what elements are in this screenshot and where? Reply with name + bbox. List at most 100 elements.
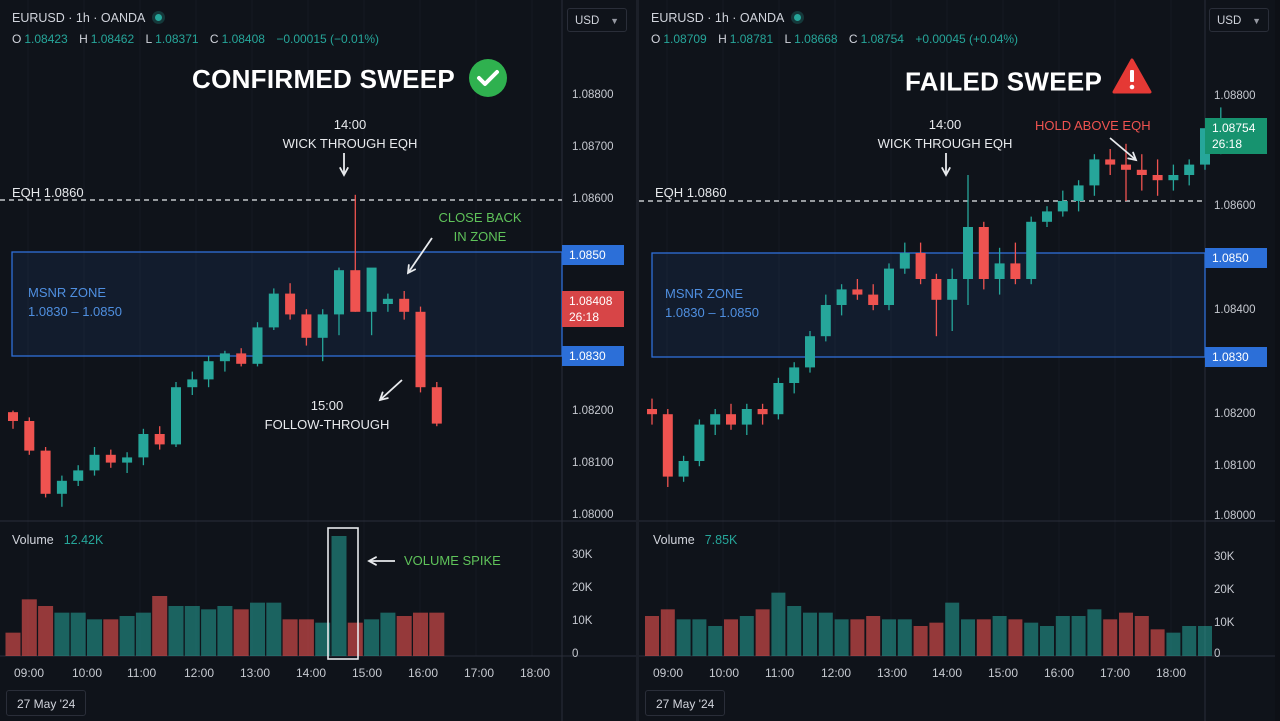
candle-body (334, 270, 344, 315)
candle-body (1152, 175, 1163, 181)
candle-body (350, 270, 361, 312)
candle-body (105, 454, 116, 463)
volume-bar (787, 606, 802, 656)
chart-title: CONFIRMED SWEEP (192, 59, 508, 100)
volume-bar (755, 609, 770, 656)
wick-text: WICK THROUGH EQH (282, 136, 418, 151)
candle-body (203, 361, 214, 380)
candle-body (1010, 263, 1021, 279)
vol-tick: 20K (1214, 584, 1235, 596)
date-button[interactable]: 27 May '24 (6, 690, 87, 716)
volume-bar (364, 619, 380, 656)
volume-bar (708, 626, 723, 656)
last-price: 1.08754 (1212, 121, 1256, 135)
vol-tick: 10K (572, 615, 593, 627)
candle-body (757, 409, 768, 415)
candle-body (219, 353, 230, 362)
volume-bar (897, 619, 912, 656)
candle-body (40, 450, 51, 494)
candle-body (1184, 164, 1195, 175)
symbol-header[interactable]: EURUSD · 1h · OANDA (651, 11, 802, 25)
volume-bar (1087, 609, 1102, 656)
volume-bar (282, 619, 298, 656)
zone-lower-price-tag: 1.0830 (1205, 347, 1267, 367)
close-back-line1: CLOSE BACK (438, 210, 522, 225)
volume-bar (1103, 619, 1118, 656)
volume-bar (945, 602, 960, 656)
low-value: 1.08371 (155, 32, 199, 46)
volume-label: Volume (12, 533, 54, 547)
volume-bar (1008, 619, 1023, 656)
change-value: −0.00015 (−0.01%) (276, 32, 380, 46)
candle-body (1168, 175, 1179, 181)
volume-bar (396, 616, 412, 656)
candle-body (154, 434, 165, 445)
wick-time: 14:00 (333, 117, 367, 132)
high-value: 1.08781 (729, 32, 774, 46)
date-button[interactable]: 27 May '24 (645, 690, 726, 716)
candle-body (931, 279, 942, 300)
symbol-label: EURUSD · 1h · OANDA (651, 11, 785, 25)
candle-body (678, 461, 689, 477)
wick-text: WICK THROUGH EQH (877, 136, 1013, 151)
x-tick: 13:00 (877, 666, 908, 680)
vol-tick: 10K (1214, 617, 1235, 629)
currency-selector[interactable]: USD ▼ (1209, 8, 1269, 32)
y-tick: 1.08200 (572, 405, 614, 417)
y-tick: 1.08700 (572, 141, 614, 153)
candle-body (1073, 185, 1084, 201)
x-tick: 09:00 (14, 666, 45, 680)
y-tick: 1.08600 (572, 193, 614, 205)
candle-body (994, 263, 1005, 279)
volume-bar (233, 609, 249, 656)
close-value: 1.08408 (221, 32, 265, 46)
candle-body (789, 367, 800, 383)
x-tick: 16:00 (408, 666, 439, 680)
volume-bar (929, 622, 944, 656)
last-price-tag: 1.08408 26:18 (562, 291, 624, 327)
close-back-arrow (407, 237, 433, 274)
candle-body (647, 409, 657, 415)
left-chart-canvas[interactable] (0, 0, 636, 721)
volume-bar (660, 609, 675, 656)
volume-bar (692, 619, 707, 656)
vol-tick: 0 (572, 648, 579, 660)
candle-body (24, 421, 35, 451)
x-tick: 12:00 (184, 666, 215, 680)
symbol-header[interactable]: EURUSD · 1h · OANDA (12, 11, 163, 25)
vol-tick: 30K (572, 549, 593, 561)
candle-body (366, 267, 377, 312)
close-back-arrow-head (406, 264, 417, 275)
currency-selector[interactable]: USD ▼ (567, 8, 627, 32)
candle-body (836, 289, 847, 305)
volume-bar (913, 626, 928, 656)
zone-lower-price-tag: 1.0830 (562, 346, 624, 366)
volume-bar (266, 602, 282, 656)
volume-spike-annotation: VOLUME SPIKE (404, 553, 501, 568)
y-tick: 1.08600 (1214, 200, 1256, 212)
volume-bar (1055, 616, 1070, 656)
check-icon (469, 59, 508, 97)
x-tick: 09:00 (653, 666, 684, 680)
volume-bar (21, 599, 37, 656)
y-tick: 1.08200 (1214, 408, 1256, 420)
zone-range: 1.0830 – 1.0850 (28, 304, 122, 319)
right-chart-canvas[interactable] (639, 0, 1275, 721)
x-tick: 10:00 (709, 666, 740, 680)
follow-time: 15:00 (310, 398, 344, 413)
volume-bar (961, 619, 975, 656)
candle-body (710, 414, 721, 425)
volume-bar (1134, 616, 1149, 656)
follow-through-arrow (379, 379, 403, 401)
x-tick: 17:00 (1100, 666, 1131, 680)
volume-bar (976, 619, 991, 656)
bar-countdown: 26:18 (1212, 137, 1243, 151)
candle-body (1057, 201, 1068, 212)
volume-bar (1040, 626, 1054, 656)
candle-body (187, 379, 198, 388)
volume-bar (70, 612, 86, 656)
y-tick: 1.08100 (1214, 460, 1256, 472)
wick-time: 14:00 (928, 117, 962, 132)
